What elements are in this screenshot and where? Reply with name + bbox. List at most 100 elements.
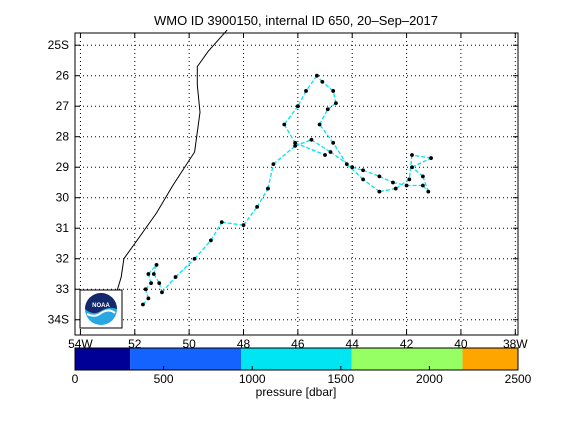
track-segment bbox=[267, 164, 275, 189]
profile-point bbox=[255, 204, 259, 209]
profile-point bbox=[361, 177, 365, 182]
profile-point bbox=[304, 89, 308, 93]
track-segment bbox=[210, 221, 223, 241]
track-segment bbox=[362, 169, 380, 177]
colorbar-frame bbox=[74, 347, 519, 371]
colorbar-band bbox=[75, 348, 131, 370]
profile-point bbox=[208, 238, 213, 243]
profile-point bbox=[334, 101, 338, 106]
map-frame bbox=[74, 32, 519, 336]
colorbar-band bbox=[462, 348, 518, 370]
profile-point bbox=[407, 177, 412, 182]
chart-title: WMO ID 3900150, internal ID 650, 20–Sep–… bbox=[154, 13, 438, 28]
track-segment bbox=[330, 151, 353, 168]
track-segment bbox=[305, 75, 318, 92]
track-segment bbox=[242, 206, 258, 226]
profile-point bbox=[266, 186, 270, 191]
track-segment bbox=[221, 221, 244, 226]
y-tick-label: 25S bbox=[48, 38, 69, 52]
profile-point bbox=[154, 262, 159, 267]
profile-point bbox=[173, 275, 178, 279]
profile-point bbox=[157, 281, 162, 286]
profile-point bbox=[309, 137, 314, 142]
profile-point bbox=[295, 104, 300, 109]
profile-point bbox=[151, 272, 156, 276]
colorbar-label: pressure [dbar] bbox=[256, 385, 337, 399]
track-segment bbox=[319, 124, 334, 144]
profile-point bbox=[361, 168, 365, 173]
profile-point bbox=[282, 122, 287, 127]
y-tick-label: 29 bbox=[56, 160, 70, 174]
profile-point bbox=[293, 140, 298, 145]
track-segment bbox=[346, 163, 364, 180]
track-segment bbox=[161, 276, 177, 293]
track-segment bbox=[283, 105, 299, 125]
map-area: 54W 52 50 48 46 44 42 40 38W 25S2627282930313233… bbox=[48, 29, 528, 351]
graticule bbox=[75, 33, 518, 335]
colorbar-band bbox=[351, 348, 463, 370]
y-tick-label: 26 bbox=[56, 69, 70, 83]
track-segment bbox=[256, 188, 269, 208]
profile-point bbox=[146, 296, 151, 301]
profile-point bbox=[344, 162, 349, 167]
profile-point bbox=[331, 140, 336, 145]
track-segment bbox=[272, 145, 296, 165]
profile-point bbox=[410, 153, 414, 157]
track-segment bbox=[395, 178, 410, 190]
profile-point bbox=[293, 143, 298, 148]
profile-point bbox=[331, 89, 336, 93]
colorbar-bands bbox=[75, 348, 518, 370]
y-tick-label: 30 bbox=[56, 191, 70, 205]
noaa-logo-text: NOAA bbox=[92, 303, 110, 309]
profile-point bbox=[420, 183, 425, 188]
track-segment bbox=[411, 154, 432, 159]
track-segment bbox=[294, 139, 312, 147]
pressure-colorbar: 0 500 1000 1500 2000 2500 pressure [dbar] bbox=[72, 347, 532, 399]
track-segment bbox=[294, 142, 326, 156]
y-tick-label: 31 bbox=[56, 221, 70, 235]
y-tick-label: 34S bbox=[48, 313, 69, 327]
profile-point bbox=[146, 272, 151, 276]
track-segment bbox=[283, 124, 296, 144]
profile-point bbox=[325, 107, 330, 112]
profile-point bbox=[149, 281, 153, 286]
track-segment bbox=[332, 142, 348, 165]
colorbar-tick-label: 500 bbox=[154, 372, 174, 386]
profile-point bbox=[328, 150, 333, 154]
profile-point bbox=[350, 165, 355, 170]
colorbar-tick-labels: 0 500 1000 1500 2000 2500 bbox=[72, 366, 532, 386]
profile-point bbox=[192, 256, 197, 261]
track-segment bbox=[194, 240, 212, 260]
profile-point bbox=[219, 220, 224, 225]
profile-point bbox=[410, 165, 414, 170]
profile-point bbox=[323, 153, 327, 157]
profile-point bbox=[404, 183, 409, 188]
coastline bbox=[107, 29, 228, 317]
y-tick-labels: 25S 26 27 28 29 30 31 32 33 34S bbox=[48, 38, 70, 327]
colorbar-tick-label: 1000 bbox=[239, 372, 266, 386]
profile-point bbox=[429, 156, 433, 160]
colorbar-band bbox=[241, 348, 352, 370]
track-segment bbox=[321, 81, 334, 92]
profile-point bbox=[420, 174, 425, 179]
track-segment bbox=[392, 181, 407, 187]
track-segment bbox=[175, 258, 196, 278]
colorbar-band bbox=[130, 348, 242, 370]
profile-point bbox=[377, 174, 382, 179]
profile-point bbox=[426, 189, 431, 194]
track-segment bbox=[297, 90, 307, 107]
colorbar-tick-label: 2000 bbox=[416, 372, 443, 386]
track-segment bbox=[422, 176, 429, 192]
profile-point bbox=[377, 189, 382, 194]
colorbar-tick-label: 1500 bbox=[327, 372, 354, 386]
profile-point bbox=[393, 186, 398, 191]
profile-point bbox=[314, 73, 319, 78]
track-segment bbox=[411, 166, 424, 177]
track-segment bbox=[379, 187, 396, 193]
track-segment bbox=[319, 108, 329, 125]
profile-point bbox=[320, 79, 325, 84]
track-segment bbox=[147, 264, 158, 275]
profile-point bbox=[317, 122, 322, 127]
track-segment bbox=[362, 178, 380, 193]
